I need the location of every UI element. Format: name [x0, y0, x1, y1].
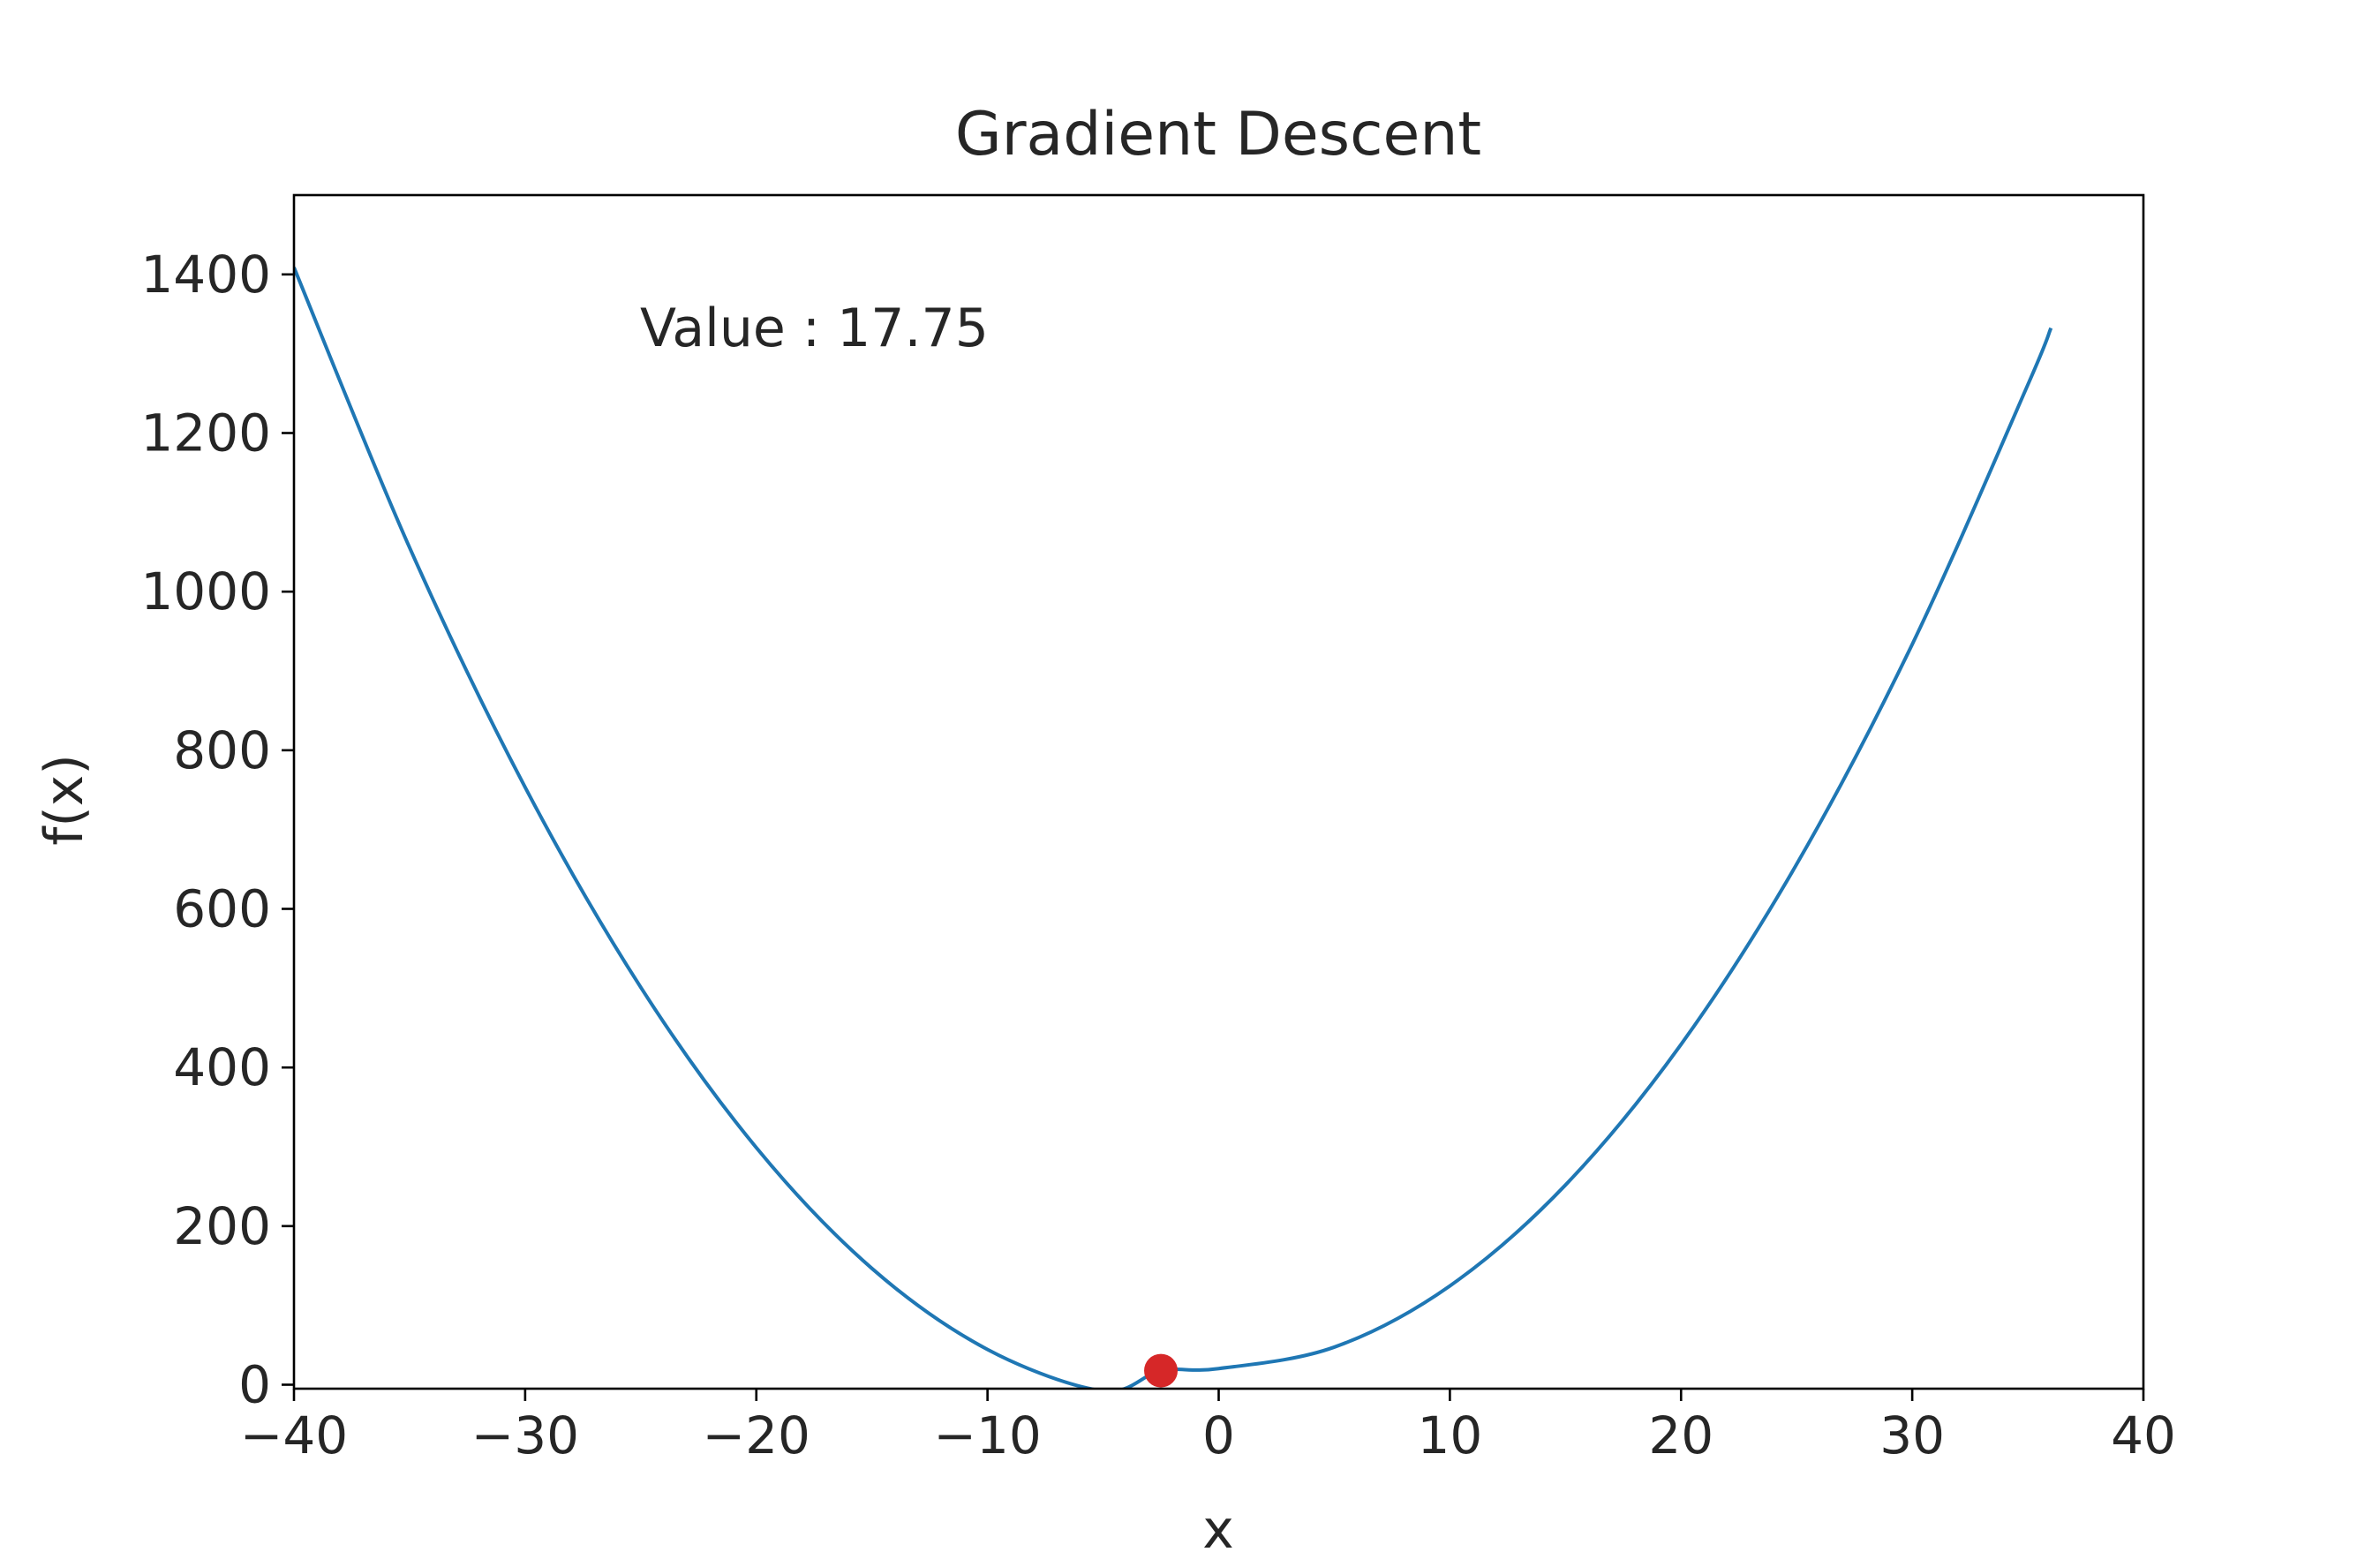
x-tick-label: −20 [703, 1405, 810, 1465]
y-tick-label: 800 [173, 720, 271, 780]
x-tick-label: 10 [1417, 1405, 1482, 1465]
x-tick-label: −40 [240, 1405, 348, 1465]
series-line-0 [294, 267, 2053, 1389]
y-axis-ticks: 0 200 400 600 800 1000 1200 1400 [140, 245, 294, 1415]
y-tick-label: 200 [173, 1196, 271, 1256]
y-tick-label: 400 [173, 1037, 271, 1097]
x-tick-label: 20 [1648, 1405, 1713, 1465]
y-axis-label: f(x) [34, 754, 95, 845]
y-tick-label: 1000 [140, 561, 271, 622]
y-tick-label: 0 [238, 1355, 271, 1415]
x-axis-ticks: −40 −30 −20 −10 0 10 20 30 40 [240, 1389, 2176, 1465]
value-annotation: Value : 17.75 [640, 298, 989, 359]
y-tick-label: 600 [173, 879, 271, 939]
x-tick-label: 40 [2111, 1405, 2176, 1465]
y-tick-label: 1400 [140, 245, 271, 305]
chart-title: Gradient Descent [955, 100, 1481, 170]
x-tick-label: 30 [1879, 1405, 1945, 1465]
plot-area [294, 267, 2053, 1389]
current-point-marker [1144, 1353, 1179, 1388]
x-axis-label: x [1202, 1499, 1234, 1552]
x-tick-label: 0 [1202, 1405, 1235, 1465]
x-tick-label: −30 [471, 1405, 579, 1465]
x-tick-label: −10 [933, 1405, 1041, 1465]
y-tick-label: 1200 [140, 403, 271, 463]
axes-frame [292, 193, 2145, 1390]
